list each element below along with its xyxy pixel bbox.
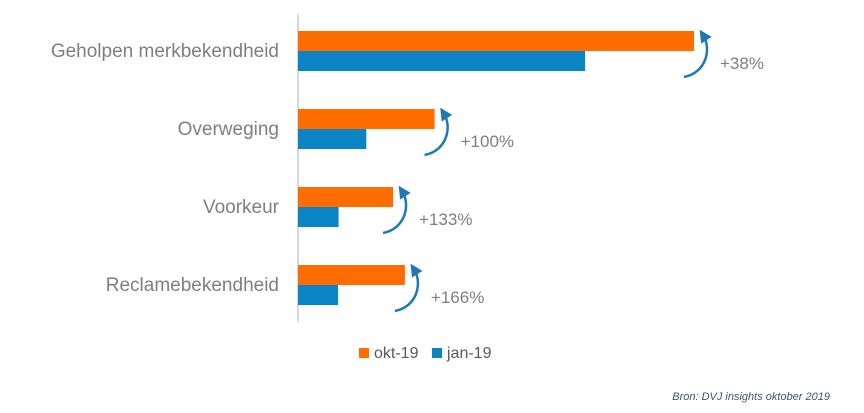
bar-jan-19-2 [298,207,339,227]
legend-swatch-jan-19 [432,348,442,358]
legend-label: okt-19 [374,345,419,362]
change-annotations: +38% +100% +133% +166% [382,29,764,313]
change-label: +166% [431,288,484,307]
category-label: Overweging [178,119,279,140]
legend-swatch-okt-19 [359,348,369,358]
change-arrow-1 [424,107,453,157]
bar-jan-19-0 [298,51,586,71]
category-label: Reclamebekendheid [106,275,279,296]
legend: okt-19 jan-19 [359,345,492,362]
bar-okt-19-1 [298,109,435,129]
bar-okt-19-2 [298,187,394,207]
category-labels: Geholpen merkbekendheid Overweging Voorkeu… [51,41,280,296]
change-arrow-0 [683,29,712,79]
bar-okt-19-0 [298,31,694,51]
category-label: Voorkeur [203,197,280,218]
bar-jan-19-1 [298,129,367,149]
category-label: Geholpen merkbekendheid [51,41,279,62]
source-note: Bron: DVJ insights oktober 2019 [672,391,830,403]
change-label: +100% [461,132,514,151]
bar-jan-19-3 [298,285,339,305]
legend-label: jan-19 [446,345,492,362]
change-label: +38% [720,54,764,73]
change-arrow-2 [382,185,411,235]
bars-layer [298,31,694,305]
change-arrow-3 [394,263,423,313]
change-label: +133% [419,210,472,229]
bar-okt-19-3 [298,265,405,285]
